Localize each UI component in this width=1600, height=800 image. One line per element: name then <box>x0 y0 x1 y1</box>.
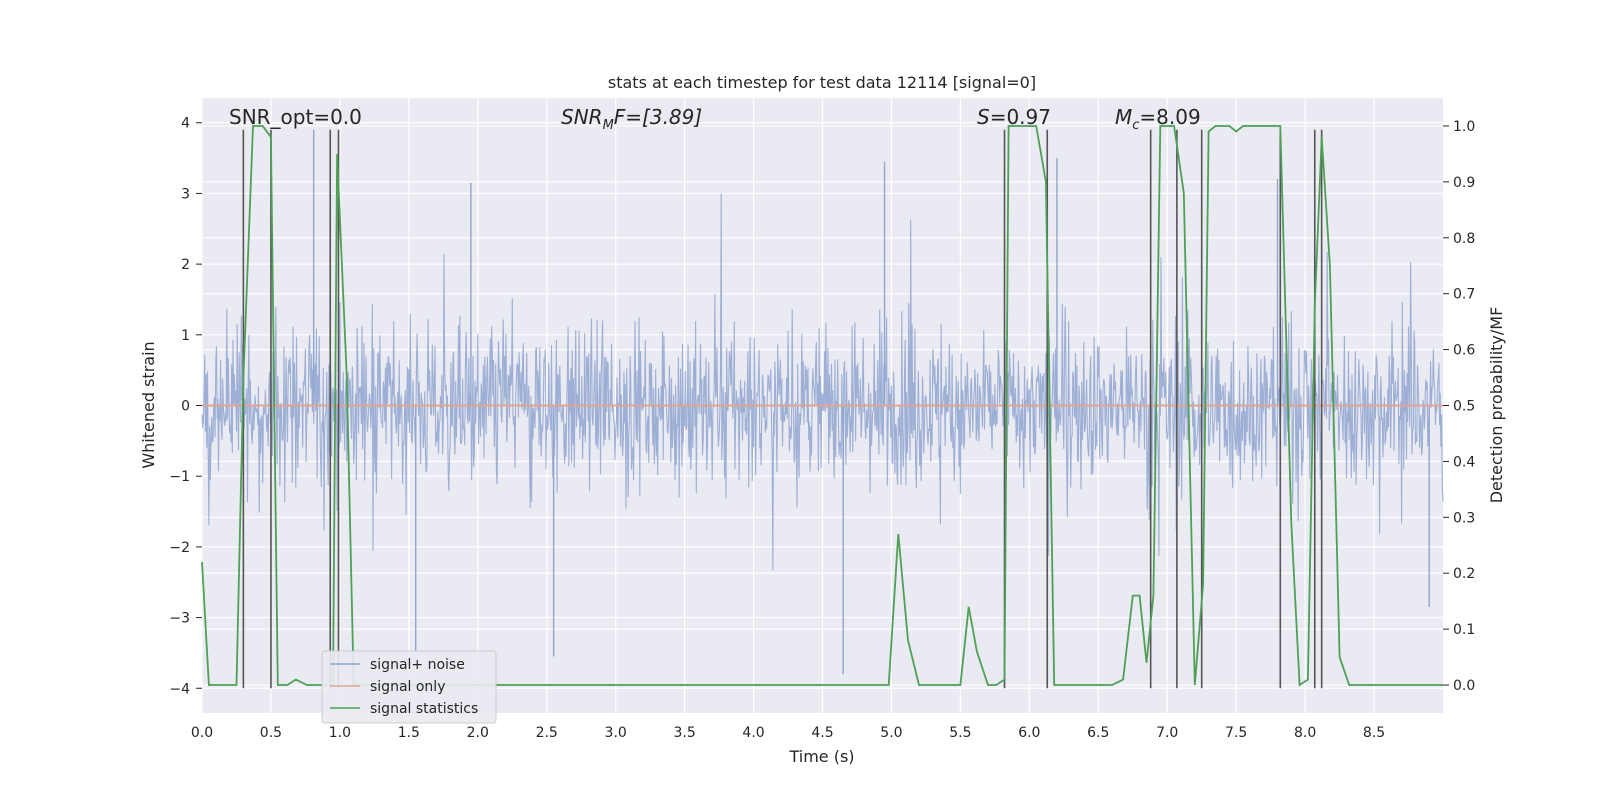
legend-label-signal-noise: signal+ noise <box>370 657 465 673</box>
y-right-tick-label: 1.0 <box>1453 119 1475 135</box>
x-tick-label: 3.5 <box>673 725 695 741</box>
y-right-tick-label: 0.8 <box>1453 231 1475 247</box>
annotation-mc: Mc=8.09 <box>1115 105 1201 133</box>
annotation-s-value: =0.97 <box>990 105 1051 129</box>
annotation-mc-main: M <box>1115 105 1132 129</box>
y-right-tick-label: 0.3 <box>1453 510 1475 526</box>
x-tick-label: 2.5 <box>536 725 558 741</box>
x-tick-label: 6.0 <box>1018 725 1040 741</box>
series-signal-noise <box>201 129 1444 675</box>
y-right-tick-label: 0.6 <box>1453 343 1475 359</box>
annotation-mc-sub: c <box>1132 118 1139 133</box>
y-right-tick-label: 0.1 <box>1453 622 1475 638</box>
annotation-snr-mf-rest: F=[3.89] <box>614 105 702 129</box>
signal-statistics-line <box>201 125 1443 687</box>
x-axis-ticks: 0.0 0.5 1.0 1.5 2.0 2.5 3.0 3.5 4.0 4.5 5.0 5.5 6.0 6… <box>191 725 1385 741</box>
annotation-s: S=0.97 <box>977 105 1051 129</box>
annotation-snr-mf: SNRMF=[3.89] <box>561 105 702 133</box>
y-left-tick-label: −1 <box>169 469 190 485</box>
y-left-tick-label: −3 <box>169 611 190 627</box>
y-right-tick-label: 0.7 <box>1453 287 1475 303</box>
y-left-tick-label: 4 <box>181 116 190 132</box>
annotation-mc-value: =8.09 <box>1139 105 1200 129</box>
y-left-axis-label: Whitened strain <box>139 341 158 468</box>
x-tick-label: 0.5 <box>260 725 282 741</box>
y-left-tick-label: 3 <box>181 186 190 202</box>
legend-label-signal-statistics: signal statistics <box>370 701 478 717</box>
x-tick-label: 1.0 <box>329 725 351 741</box>
x-tick-label: 8.0 <box>1294 725 1316 741</box>
x-tick-label: 7.0 <box>1156 725 1178 741</box>
x-tick-label: 2.0 <box>467 725 489 741</box>
y-left-axis-ticks: 4 3 2 1 0 −1 −2 −3 −4 <box>169 116 202 697</box>
y-right-axis-ticks: 1.0 0.9 0.8 0.7 0.6 0.5 0.4 0.3 0.2 0.1 0.0 <box>1443 119 1475 694</box>
y-right-tick-label: 0.2 <box>1453 566 1475 582</box>
y-left-tick-label: −2 <box>169 540 190 556</box>
noise-line <box>201 193 1444 571</box>
x-tick-label: 1.5 <box>398 725 420 741</box>
legend-label-signal-only: signal only <box>370 679 445 695</box>
x-tick-label: 3.0 <box>605 725 627 741</box>
x-tick-label: 4.5 <box>811 725 833 741</box>
annotation-snr-mf-main: SNR <box>561 105 603 129</box>
x-tick-label: 7.5 <box>1225 725 1247 741</box>
legend: signal+ noise signal only signal statist… <box>321 650 497 724</box>
y-left-tick-label: 2 <box>181 257 190 273</box>
y-right-tick-label: 0.9 <box>1453 175 1475 191</box>
y-left-tick-label: −4 <box>169 681 190 697</box>
y-right-axis-label: Detection probability/MF <box>1487 307 1506 504</box>
y-left-tick-label: 0 <box>181 399 190 415</box>
annotation-snr-opt: SNR_opt=0.0 <box>229 105 362 129</box>
x-tick-label: 5.0 <box>880 725 902 741</box>
legend-box <box>321 650 497 724</box>
x-axis-label: Time (s) <box>788 747 854 766</box>
y-right-tick-label: 0.0 <box>1453 678 1475 694</box>
x-tick-label: 5.5 <box>949 725 971 741</box>
x-tick-label: 6.5 <box>1087 725 1109 741</box>
series-signal-statistics <box>201 125 1443 687</box>
vertical-markers <box>242 129 1323 689</box>
x-tick-label: 4.0 <box>742 725 764 741</box>
x-tick-label: 8.5 <box>1363 725 1385 741</box>
chart-title: stats at each timestep for test data 121… <box>608 73 1036 92</box>
y-right-tick-label: 0.4 <box>1453 454 1475 470</box>
annotation-snr-mf-sub: M <box>603 118 614 133</box>
x-tick-label: 0.0 <box>191 725 213 741</box>
y-left-tick-label: 1 <box>181 328 190 344</box>
annotation-s-symbol: S <box>977 105 990 129</box>
y-right-tick-label: 0.5 <box>1453 399 1475 415</box>
